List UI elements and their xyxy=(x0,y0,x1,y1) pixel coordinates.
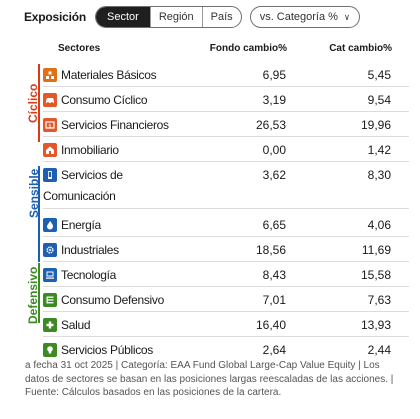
group-bar-sensible xyxy=(38,166,40,262)
sector-row-consumo-defensivo: Consumo Defensivo 7,01 7,63 xyxy=(43,290,409,312)
computer-icon xyxy=(43,268,57,282)
row-divider xyxy=(43,236,409,237)
tab-country[interactable]: País xyxy=(201,7,241,27)
sector-row-inmobiliario: Inmobiliario 0,00 1,42 xyxy=(43,140,409,162)
category-value: 7,63 xyxy=(367,293,391,307)
row-divider xyxy=(43,208,409,209)
sector-row-energia: Energía 6,65 4,06 xyxy=(43,215,409,237)
cross-icon xyxy=(43,318,57,332)
sector-row-consumo-ciclico: Consumo Cíclico 3,19 9,54 xyxy=(43,90,409,112)
car-icon xyxy=(43,93,57,107)
sector-label-continued: Comunicación xyxy=(43,189,116,203)
row-divider xyxy=(43,311,409,312)
category-value: 5,45 xyxy=(367,68,391,82)
fund-value: 2,64 xyxy=(262,343,286,357)
group-bar-defensivo xyxy=(38,263,40,323)
fund-value: 6,65 xyxy=(262,218,286,232)
chevron-down-icon: ∨ xyxy=(343,11,350,22)
sector-label: Industriales xyxy=(61,243,119,257)
group-label-defensivo: Defensivo xyxy=(26,266,40,324)
exposure-tabs: Sector Región País xyxy=(95,6,242,28)
fund-value: 16,40 xyxy=(255,318,286,332)
column-header-fund: Fondo cambio% xyxy=(209,43,287,54)
sector-label: Inmobiliario xyxy=(61,143,119,157)
compare-dropdown-label: vs. Categoría % xyxy=(259,11,338,23)
fund-value: 26,53 xyxy=(255,118,286,132)
sector-row-servicios-publicos: Servicios Públicos 2,64 2,44 xyxy=(43,340,409,360)
sector-row-salud: Salud 16,40 13,93 xyxy=(43,315,409,337)
materials-icon xyxy=(43,68,57,82)
row-divider xyxy=(43,136,409,137)
fund-value: 0,00 xyxy=(262,143,286,157)
fund-value: 3,62 xyxy=(262,168,286,182)
sector-label: Servicios Públicos xyxy=(61,343,153,357)
sector-label: Servicios de xyxy=(61,168,123,182)
fund-value: 3,19 xyxy=(262,93,286,107)
shelf-icon xyxy=(43,293,57,307)
group-bar-ciclico xyxy=(38,64,40,142)
svg-text:$: $ xyxy=(48,123,51,129)
dollar-icon: $ xyxy=(43,118,57,132)
sector-row-financieros: $ Servicios Financieros 26,53 19,96 xyxy=(43,115,409,137)
fund-value: 18,56 xyxy=(255,243,286,257)
flame-icon xyxy=(43,218,57,232)
tab-region[interactable]: Región xyxy=(149,7,202,27)
fund-value: 8,43 xyxy=(262,268,286,282)
sector-label: Energía xyxy=(61,218,101,232)
category-value: 8,30 xyxy=(367,168,391,182)
exposure-header: Exposición Sector Región País vs. Catego… xyxy=(24,6,360,28)
sector-label: Consumo Cíclico xyxy=(61,93,148,107)
sector-label: Servicios Financieros xyxy=(61,118,169,132)
category-value: 4,06 xyxy=(367,218,391,232)
column-header-sectors: Sectores xyxy=(58,43,101,54)
category-value: 2,44 xyxy=(367,343,391,357)
row-divider xyxy=(43,161,409,162)
group-label-ciclico: Cíclico xyxy=(26,83,40,123)
compare-dropdown[interactable]: vs. Categoría % ∨ xyxy=(249,6,360,28)
fund-value: 7,01 xyxy=(262,293,286,307)
row-divider xyxy=(43,261,409,262)
row-divider xyxy=(43,86,409,87)
category-value: 19,96 xyxy=(360,118,391,132)
group-label-sensible: Sensible xyxy=(27,168,41,218)
category-value: 15,58 xyxy=(360,268,391,282)
sector-row-industriales: Industriales 18,56 11,69 xyxy=(43,240,409,262)
sector-row-tecnologia: Tecnología 8,43 15,58 xyxy=(43,265,409,287)
tab-sector[interactable]: Sector xyxy=(96,7,150,27)
category-value: 1,42 xyxy=(367,143,391,157)
category-value: 9,54 xyxy=(367,93,391,107)
phone-icon xyxy=(43,168,57,182)
footnote: a fecha 31 oct 2025 | Categoría: EAA Fun… xyxy=(25,360,394,398)
sector-row-materiales: Materiales Básicos 6,95 5,45 xyxy=(43,65,409,87)
row-divider xyxy=(43,336,409,337)
category-value: 13,93 xyxy=(360,318,391,332)
row-divider xyxy=(43,286,409,287)
sector-label: Tecnología xyxy=(61,268,117,282)
gear-icon xyxy=(43,243,57,257)
section-title: Exposición xyxy=(24,10,87,24)
sector-label: Materiales Básicos xyxy=(61,68,157,82)
fund-value: 6,95 xyxy=(262,68,286,82)
row-divider xyxy=(43,111,409,112)
sector-row-comunicacion: Servicios de Comunicación 3,62 8,30 xyxy=(43,165,409,209)
house-icon xyxy=(43,143,57,157)
bulb-icon xyxy=(43,343,57,357)
column-header-category: Cat cambio% xyxy=(329,43,392,54)
sector-label: Consumo Defensivo xyxy=(61,293,164,307)
sector-label: Salud xyxy=(61,318,91,332)
category-value: 11,69 xyxy=(361,243,391,257)
